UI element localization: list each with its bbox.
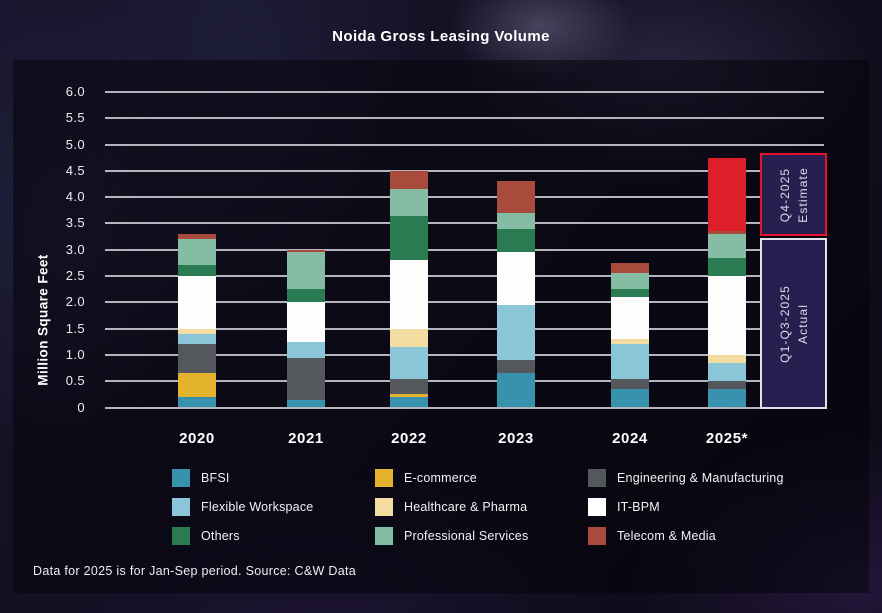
legend-item: Healthcare & Pharma [375, 497, 588, 516]
legend-item: BFSI [172, 468, 375, 487]
chart-title: Noida Gross Leasing Volume [332, 28, 550, 45]
legend-swatch-icon [588, 497, 606, 516]
legend-swatch-icon [375, 526, 393, 545]
legend-label: Healthcare & Pharma [404, 499, 528, 514]
legend-label: IT-BPM [617, 499, 660, 514]
legend: BFSI Flexible Workspace Others E-commerce He… [172, 463, 784, 550]
legend-label: Others [201, 528, 240, 543]
legend-label: Engineering & Manufacturing [617, 470, 784, 485]
legend-item: Engineering & Manufacturing [588, 468, 784, 487]
source-note: Data for 2025 is for Jan-Sep period. Sou… [33, 564, 356, 578]
legend-swatch-icon [172, 468, 190, 487]
legend-swatch-icon [588, 468, 606, 487]
legend-item: Telecom & Media [588, 526, 784, 545]
legend-label: E-commerce [404, 470, 477, 485]
legend-item: Others [172, 526, 375, 545]
legend-swatch-icon [588, 526, 606, 545]
legend-item: IT-BPM [588, 497, 784, 516]
legend-label: Telecom & Media [617, 528, 716, 543]
legend-swatch-icon [172, 526, 190, 545]
legend-swatch-icon [172, 497, 190, 516]
legend-swatch-icon [375, 497, 393, 516]
legend-label: Professional Services [404, 528, 529, 543]
legend-label: BFSI [201, 470, 230, 485]
legend-swatch-icon [375, 468, 393, 487]
legend-label: Flexible Workspace [201, 499, 314, 514]
legend-item: Professional Services [375, 526, 588, 545]
legend-item: Flexible Workspace [172, 497, 375, 516]
legend-item: E-commerce [375, 468, 588, 487]
